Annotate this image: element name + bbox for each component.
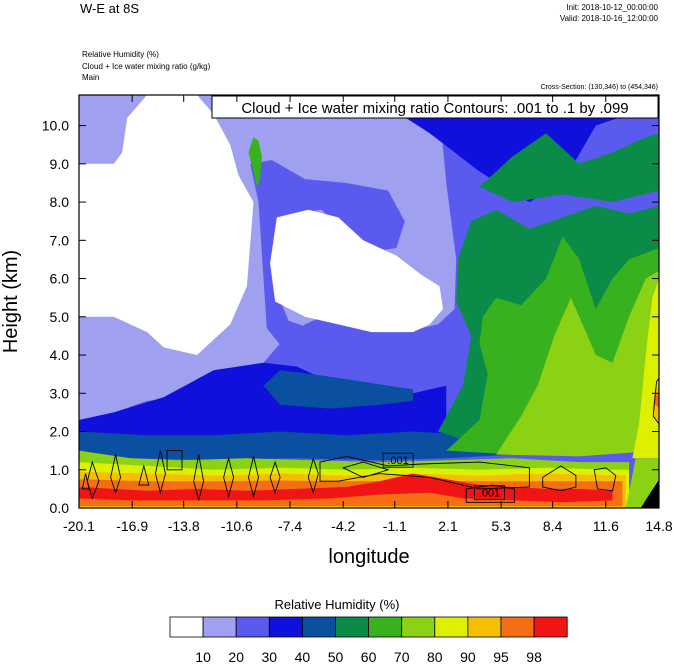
colorbar-swatch <box>335 616 369 638</box>
cloud-contour <box>319 455 530 490</box>
colorbar-label: 80 <box>427 649 443 665</box>
x-tick-label: -16.9 <box>116 518 148 534</box>
subtitle-main: Main <box>82 73 100 82</box>
colorbar-swatch <box>235 616 270 638</box>
contour-info-box <box>211 95 659 119</box>
colorbar-label: 98 <box>526 649 542 665</box>
subtitle-cloud: Cloud + Ice water mixing ratio (g/kg) <box>82 62 211 71</box>
colorbar-label: 95 <box>493 649 509 665</box>
cloud-contour <box>154 450 166 495</box>
x-tick-label: -1.1 <box>383 518 407 534</box>
colorbar-swatch <box>268 616 303 638</box>
rh-region <box>632 278 659 459</box>
cloud-contour <box>593 467 617 492</box>
cloud-contour <box>110 454 121 495</box>
cloud-contour <box>223 456 235 499</box>
contour-label: .001 <box>479 488 500 500</box>
y-tick-label: 9.0 <box>50 156 70 172</box>
colorbar-label: 70 <box>394 649 410 665</box>
cloud-contour <box>341 461 390 478</box>
colorbar-label: 30 <box>262 649 278 665</box>
chart-title: W-E at 8S <box>80 1 140 16</box>
contour-label-box <box>474 485 505 501</box>
plot-content: .001 .001 <box>79 95 659 508</box>
y-tick-label: 8.0 <box>50 194 70 210</box>
x-tick-label: 2.1 <box>438 518 458 534</box>
colorbar-swatch <box>533 616 568 638</box>
rh-region <box>79 473 613 503</box>
colorbar-swatch <box>401 616 436 638</box>
cloud-contour <box>166 450 183 471</box>
y-tick-label: 4.0 <box>50 347 70 363</box>
rh-region <box>263 370 413 409</box>
cloud-contour <box>269 460 281 495</box>
x-tick-label: -7.4 <box>278 518 302 534</box>
y-tick-label: 0.0 <box>50 500 70 516</box>
colorbar-label: 40 <box>295 649 311 665</box>
valid-time: Valid: 2018-10-16_12:00:00 <box>559 14 658 23</box>
y-tick-label: 2.0 <box>50 424 70 440</box>
cloud-contour <box>307 456 319 495</box>
axes: -20.1 -16.9 -13.8 -10.6 -7.4 -4.2 -1.1 2.1 5.3 8.… <box>0 94 673 568</box>
contour-info-text: Cloud + Ice water mixing ratio Contours:… <box>241 100 628 117</box>
x-tick-label: 5.3 <box>491 518 511 534</box>
x-tick-label: -20.1 <box>63 518 95 534</box>
cloud-contour <box>248 456 259 499</box>
x-tick-label: -4.2 <box>331 518 355 534</box>
colorbar-swatch <box>434 616 469 638</box>
colorbar-label: 10 <box>195 649 211 665</box>
colorbar-swatch <box>467 616 502 638</box>
x-tick-label: -10.6 <box>221 518 253 534</box>
contour-label: .001 <box>387 455 408 467</box>
rh-region <box>79 362 447 451</box>
x-tick-label: 11.6 <box>593 518 619 534</box>
colorbar-swatch <box>202 616 237 638</box>
contour-label-box <box>382 452 414 468</box>
rh-region <box>479 133 659 203</box>
colorbar-title: Relative Humidity (%) <box>274 597 400 612</box>
x-tick-label: 14.8 <box>645 518 672 534</box>
y-tick-label: 1.0 <box>50 462 70 478</box>
y-axis-label: Height (km) <box>0 250 22 353</box>
y-tick-label: 10.0 <box>42 118 69 134</box>
x-tick-label: -13.8 <box>168 518 200 534</box>
colorbar-swatch <box>169 616 204 638</box>
y-tick-label: 7.0 <box>50 232 70 248</box>
rh-region <box>113 209 144 294</box>
contour-info: Cloud + Ice water mixing ratio Contours:… <box>211 95 659 119</box>
rh-region <box>496 270 659 457</box>
cloud-contour <box>86 460 100 500</box>
y-tick-label: 3.0 <box>50 385 70 401</box>
y-tick-label: 6.0 <box>50 271 70 287</box>
cloud-contour <box>138 464 150 486</box>
x-axis-label: longitude <box>328 546 409 568</box>
rh-region <box>248 137 262 187</box>
colorbar-swatch <box>368 616 403 638</box>
x-tick-label: 8.4 <box>543 518 563 534</box>
plot-area: .001 .001 Cloud + Ice water mixing ratio C… <box>79 95 659 508</box>
cloud-contour <box>193 454 205 501</box>
init-time: Init: 2018-10-12_00:00:00 <box>566 3 658 12</box>
subtitle-rh: Relative Humidity (%) <box>82 50 159 59</box>
terrain <box>640 479 659 508</box>
colorbar-label: 20 <box>228 649 244 665</box>
colorbar-label: 90 <box>460 649 476 665</box>
y-tick-label: 5.0 <box>50 309 70 325</box>
colorbar-swatch <box>301 616 336 638</box>
colorbar-label: 50 <box>328 649 344 665</box>
cloud-contour <box>542 465 577 492</box>
colorbar-swatch <box>500 616 535 638</box>
plot-frame <box>78 94 660 509</box>
colorbar: 10 20 30 40 50 60 70 80 90 95 98 <box>169 616 568 665</box>
rh-region <box>388 95 659 203</box>
cloud-contour <box>81 473 90 490</box>
colorbar-label: 60 <box>361 649 377 665</box>
cross-section-label: Cross-Section: (130,346) to (454,346) <box>540 84 658 91</box>
rh-region <box>270 209 443 333</box>
